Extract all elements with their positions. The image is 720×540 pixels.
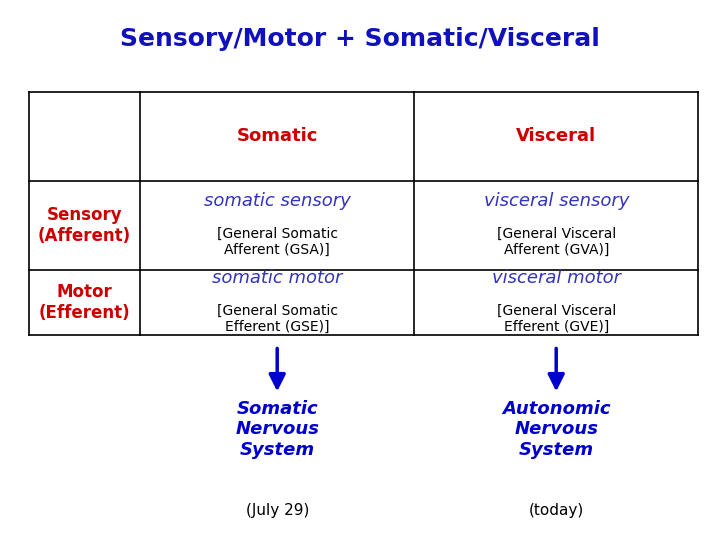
Text: Sensory/Motor + Somatic/Visceral: Sensory/Motor + Somatic/Visceral xyxy=(120,27,600,51)
Text: [General Somatic
Afferent (GSA)]: [General Somatic Afferent (GSA)] xyxy=(217,227,338,256)
Text: visceral motor: visceral motor xyxy=(492,269,621,287)
Text: Motor
(Efferent): Motor (Efferent) xyxy=(39,283,130,322)
Text: [General Visceral
Efferent (GVE)]: [General Visceral Efferent (GVE)] xyxy=(497,303,616,334)
Text: Somatic
Nervous
System: Somatic Nervous System xyxy=(235,400,319,459)
Text: (today): (today) xyxy=(528,503,584,518)
Text: [General Visceral
Afferent (GVA)]: [General Visceral Afferent (GVA)] xyxy=(497,227,616,256)
Text: Autonomic
Nervous
System: Autonomic Nervous System xyxy=(502,400,611,459)
Text: visceral sensory: visceral sensory xyxy=(484,192,629,210)
Text: somatic sensory: somatic sensory xyxy=(204,192,351,210)
Text: [General Somatic
Efferent (GSE)]: [General Somatic Efferent (GSE)] xyxy=(217,303,338,334)
Text: Somatic: Somatic xyxy=(236,127,318,145)
Text: Sensory
(Afferent): Sensory (Afferent) xyxy=(38,206,131,245)
Text: (July 29): (July 29) xyxy=(246,503,309,518)
Text: somatic motor: somatic motor xyxy=(212,269,343,287)
Text: Visceral: Visceral xyxy=(516,127,596,145)
